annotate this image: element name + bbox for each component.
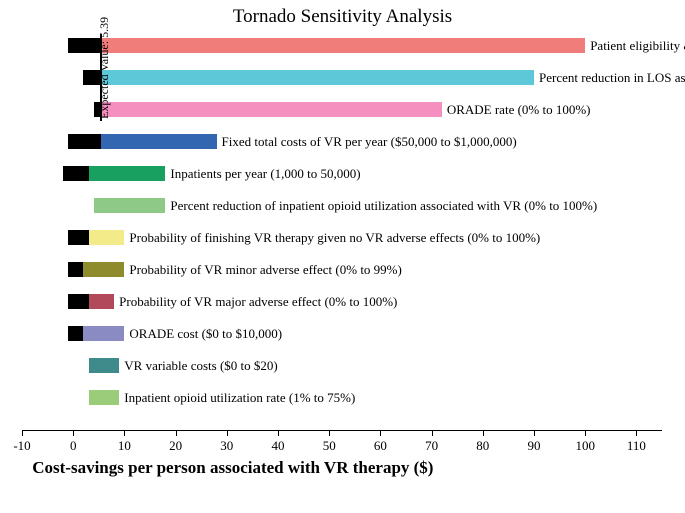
- bar-label: ORADE cost ($0 to $10,000): [129, 326, 282, 342]
- x-axis-line: [22, 430, 662, 431]
- bar-label: Inpatients per year (1,000 to 50,000): [170, 166, 360, 182]
- bar-label: ORADE rate (0% to 100%): [447, 102, 591, 118]
- bar-label: Percent reduction of inpatient opioid ut…: [170, 198, 597, 214]
- x-tick-label: 40: [272, 438, 285, 454]
- x-tick-label: 60: [374, 438, 387, 454]
- x-tick: [329, 430, 330, 436]
- x-tick: [73, 430, 74, 436]
- bar-right: [83, 262, 124, 277]
- x-tick-label: 30: [220, 438, 233, 454]
- x-tick: [585, 430, 586, 436]
- x-tick-label: 90: [528, 438, 541, 454]
- x-tick-label: 10: [118, 438, 131, 454]
- bar-right: [101, 70, 534, 85]
- bar-left: [68, 326, 83, 341]
- x-tick: [483, 430, 484, 436]
- bar-label: Patient eligibility & acceptance of VR (…: [590, 38, 685, 54]
- bar-left: [63, 166, 89, 181]
- bar-right: [94, 198, 166, 213]
- bar-right: [89, 166, 166, 181]
- bar-left: [68, 38, 101, 53]
- bar-right: [101, 134, 217, 149]
- x-tick-label: 50: [323, 438, 336, 454]
- bar-label: Fixed total costs of VR per year ($50,00…: [222, 134, 517, 150]
- bar-right: [101, 38, 585, 53]
- bar-right: [83, 326, 124, 341]
- bar-left: [68, 294, 88, 309]
- bar-left: [68, 262, 83, 277]
- bar-label: Inpatient opioid utilization rate (1% to…: [124, 390, 355, 406]
- expected-value-label: Expected Value: 5.39: [97, 17, 112, 119]
- x-tick: [124, 430, 125, 436]
- x-axis-title: Cost-savings per person associated with …: [32, 458, 433, 478]
- x-tick: [380, 430, 381, 436]
- tornado-chart: Tornado Sensitivity Analysis Patient eli…: [0, 0, 685, 513]
- x-tick-label: 100: [575, 438, 595, 454]
- x-tick: [278, 430, 279, 436]
- bar-left: [68, 134, 101, 149]
- x-tick: [22, 430, 23, 436]
- bar-label: Probability of finishing VR therapy give…: [129, 230, 540, 246]
- bar-right: [89, 390, 120, 405]
- x-tick-label: 110: [627, 438, 646, 454]
- bar-right: [89, 294, 115, 309]
- bar-right: [101, 102, 442, 117]
- x-tick: [534, 430, 535, 436]
- bar-label: Percent reduction in LOS associated with…: [539, 70, 685, 86]
- x-tick-label: 70: [425, 438, 438, 454]
- bar-left: [68, 230, 88, 245]
- x-tick-label: 0: [70, 438, 77, 454]
- x-tick: [636, 430, 637, 436]
- bar-label: Probability of VR major adverse effect (…: [119, 294, 397, 310]
- x-tick: [432, 430, 433, 436]
- bar-right: [89, 358, 120, 373]
- bar-right: [89, 230, 125, 245]
- x-tick-label: 80: [476, 438, 489, 454]
- x-tick-label: -10: [13, 438, 30, 454]
- x-tick-label: 20: [169, 438, 182, 454]
- bar-label: Probability of VR minor adverse effect (…: [129, 262, 401, 278]
- bar-label: VR variable costs ($0 to $20): [124, 358, 277, 374]
- x-tick: [176, 430, 177, 436]
- plot-area: Patient eligibility & acceptance of VR (…: [22, 30, 662, 450]
- x-tick: [227, 430, 228, 436]
